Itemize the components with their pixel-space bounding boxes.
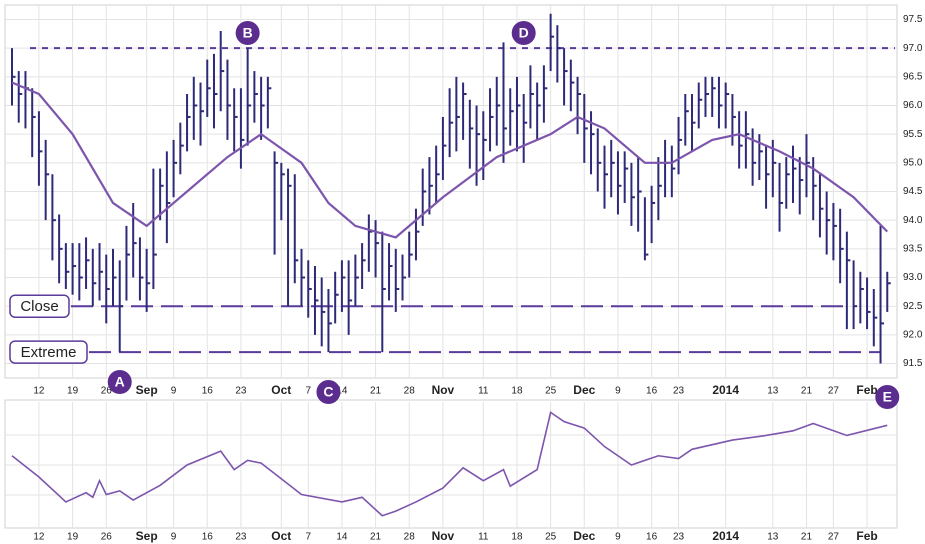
y-tick-label: 93.0 [903,272,923,283]
moving-average [11,81,889,239]
x-tick-label: 23 [673,386,685,397]
x-tick-label: Nov [432,529,455,543]
x-tick-label: 16 [646,532,658,543]
x-tick-label: Sep [136,529,158,543]
x-tick-label: 26 [101,386,113,397]
y-tick-label: 91.5 [903,358,923,369]
x-tick-label: 13 [767,532,779,543]
level-label: Close [20,298,58,315]
x-tick-label: Feb [856,529,877,543]
y-tick-label: 97.0 [903,43,923,54]
x-tick-label: 9 [615,532,621,543]
x-tick-label: 21 [370,532,382,543]
x-tick-label: Nov [432,383,455,397]
x-tick-label: 12 [33,386,45,397]
x-tick-label: 28 [404,386,416,397]
x-tick-label: 23 [235,386,247,397]
x-tick-label: 18 [511,532,523,543]
x-tick-label: 2014 [712,383,739,397]
x-tick-label: 19 [67,532,79,543]
annotation-label: B [243,25,253,41]
x-tick-label: 9 [171,386,177,397]
x-tick-label: 23 [235,532,247,543]
x-tick-label: Feb [856,383,877,397]
y-tick-label: 96.0 [903,100,923,111]
x-tick-label: 13 [767,386,779,397]
level-label: Extreme [21,344,77,361]
annotation-marker [875,385,900,409]
x-tick-label: 2014 [712,529,739,543]
x-tick-label: 25 [545,386,557,397]
y-tick-label: 92.5 [903,301,923,312]
x-tick-label: 11 [478,386,489,397]
x-tick-label: 21 [370,386,382,397]
x-tick-label: 16 [202,532,214,543]
y-tick-label: 94.5 [903,186,923,197]
x-tick-label: 27 [828,386,840,397]
x-tick-label: Dec [573,529,595,543]
annotation-label: C [323,384,333,400]
x-tick-label: 14 [336,386,348,397]
y-tick-label: 95.5 [903,129,923,140]
x-tick-label: 7 [305,386,311,397]
level-label-box [9,340,88,364]
x-tick-label: 12 [33,532,45,543]
annotation-label: A [115,374,125,390]
x-tick-label: 21 [801,386,813,397]
x-tick-label: 26 [101,532,113,543]
x-tick-label: 18 [511,386,523,397]
x-tick-label: 28 [404,532,416,543]
annotation-marker [511,21,536,45]
y-tick-label: 93.5 [903,243,923,254]
x-tick-label: Sep [136,383,158,397]
y-tick-label: 95.0 [903,157,923,168]
annotation-label: E [883,389,892,405]
x-tick-label: 16 [646,386,658,397]
x-tick-label: 27 [828,532,840,543]
x-tick-label: 19 [67,386,79,397]
level-label-box [9,294,70,318]
x-tick-label: 9 [615,386,621,397]
annotation-marker [107,370,132,394]
x-tick-label: Oct [271,383,291,397]
x-tick-label: 14 [336,532,348,543]
x-tick-label: 25 [545,532,557,543]
x-tick-label: 21 [801,532,813,543]
y-tick-label: 92.0 [903,330,923,341]
y-tick-label: 94.0 [903,215,923,226]
x-tick-label: 7 [305,532,311,543]
indicator-line [11,411,888,517]
y-tick-label: 96.5 [903,71,923,82]
y-tick-label: 97.5 [903,14,923,25]
annotation-marker [316,380,341,404]
x-tick-label: 23 [673,532,685,543]
x-tick-label: 9 [171,532,177,543]
annotation-label: D [519,25,529,41]
x-tick-label: Dec [573,383,595,397]
x-tick-label: 16 [202,386,214,397]
x-tick-label: Oct [271,529,291,543]
indicator-panel [4,399,898,529]
x-tick-label: 11 [478,532,489,543]
annotation-marker [235,21,260,45]
